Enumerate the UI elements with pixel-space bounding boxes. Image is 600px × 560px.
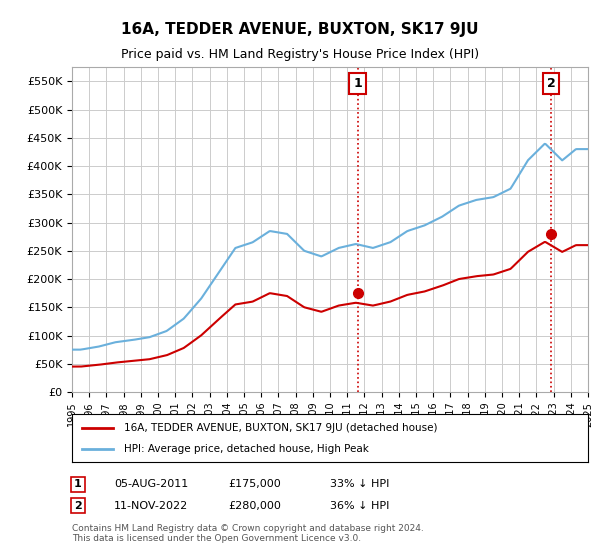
Text: 36% ↓ HPI: 36% ↓ HPI: [330, 501, 389, 511]
Text: Contains HM Land Registry data © Crown copyright and database right 2024.
This d: Contains HM Land Registry data © Crown c…: [72, 524, 424, 543]
Text: 2: 2: [547, 77, 556, 90]
Text: £280,000: £280,000: [228, 501, 281, 511]
Text: 1: 1: [353, 77, 362, 90]
Text: Price paid vs. HM Land Registry's House Price Index (HPI): Price paid vs. HM Land Registry's House …: [121, 48, 479, 60]
Text: HPI: Average price, detached house, High Peak: HPI: Average price, detached house, High…: [124, 444, 368, 454]
Text: £175,000: £175,000: [228, 479, 281, 489]
Text: 11-NOV-2022: 11-NOV-2022: [114, 501, 188, 511]
Text: 2: 2: [74, 501, 82, 511]
Text: 16A, TEDDER AVENUE, BUXTON, SK17 9JU: 16A, TEDDER AVENUE, BUXTON, SK17 9JU: [121, 22, 479, 38]
Text: 1: 1: [74, 479, 82, 489]
Text: 05-AUG-2011: 05-AUG-2011: [114, 479, 188, 489]
Text: 33% ↓ HPI: 33% ↓ HPI: [330, 479, 389, 489]
Text: 16A, TEDDER AVENUE, BUXTON, SK17 9JU (detached house): 16A, TEDDER AVENUE, BUXTON, SK17 9JU (de…: [124, 423, 437, 433]
